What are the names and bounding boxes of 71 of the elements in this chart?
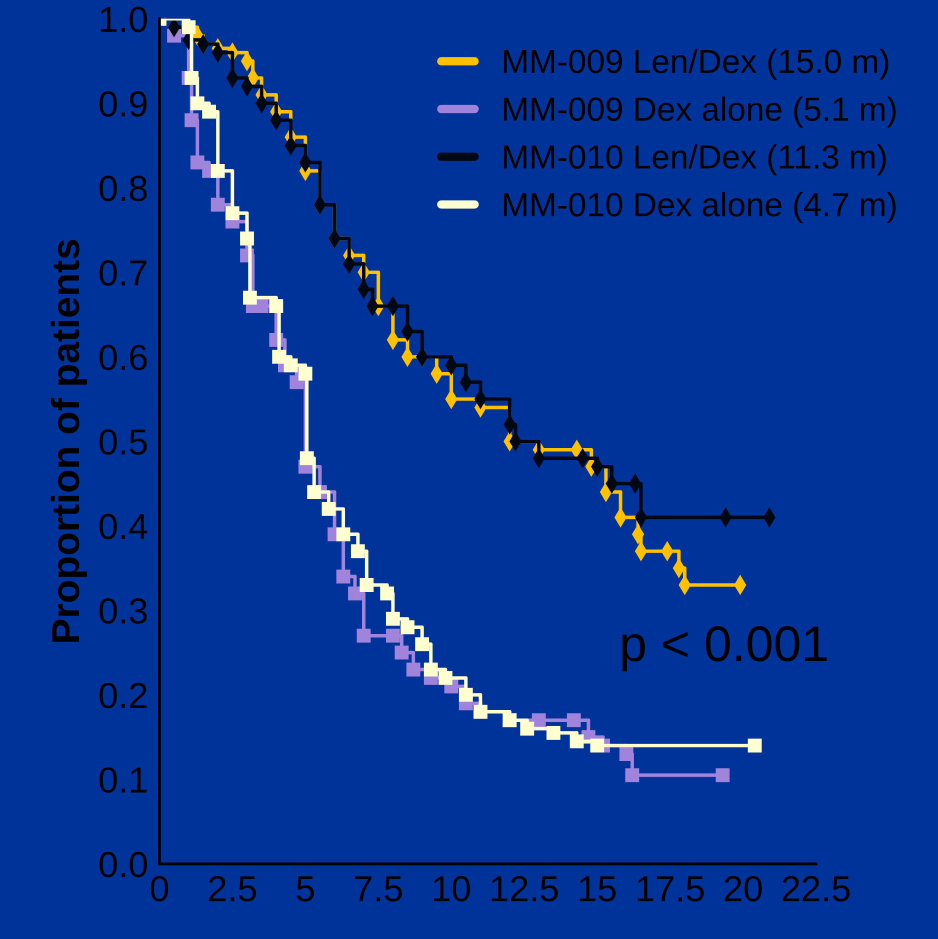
x-tick-label: 17.5 [638,876,704,902]
point [348,586,362,600]
point [272,350,286,364]
point [336,527,350,542]
x-tick-label: 2.5 [209,876,256,902]
point [424,662,438,676]
point [566,713,581,728]
y-tick-label: 0.2 [100,682,147,708]
y-tick-label: 0.1 [100,767,147,793]
point [386,628,400,643]
point [225,206,240,220]
legend-label: MM-010 Dex alone (4.7 m) [504,192,896,224]
annotation: p < 0.001 [622,626,827,672]
point [240,232,254,246]
x-tick-label: 12.5 [492,876,558,902]
point [184,70,199,85]
point [400,620,414,634]
point [532,713,546,728]
point [284,358,298,372]
point [438,671,452,685]
point [242,290,257,305]
x-tick-label: 5 [296,876,314,902]
point [350,544,365,558]
point [210,164,225,178]
legend-label: MM-009 Dex alone (5.1 m) [504,96,896,128]
point [406,662,420,676]
point [458,688,473,702]
y-tick-label: 0.0 [100,852,147,878]
y-tick-label: 0.7 [100,260,147,286]
point [386,612,400,626]
point [748,738,762,753]
x-tick-label: 7.5 [355,876,402,902]
x-tick-label: 10 [434,876,470,902]
point [210,198,225,212]
point [415,637,430,652]
legend-label: MM-009 Len/Dex (15.0 m) [504,48,888,80]
legend-label: MM-010 Len/Dex (11.3 m) [504,144,886,176]
x-tick-label: 20 [724,876,762,902]
point [182,20,196,34]
point [520,722,534,736]
point [190,156,204,170]
point [380,586,394,600]
point [356,628,371,643]
x-tick-label: 15 [580,876,616,902]
point [570,734,584,748]
point [322,502,336,516]
point [619,747,634,761]
point [360,578,374,592]
point [394,646,409,660]
y-tick-label: 0.5 [100,429,147,455]
y-tick-label: 1.0 [100,6,147,32]
point [546,726,560,740]
point [202,104,216,119]
point [184,113,199,128]
y-tick-label: 0.3 [100,598,147,624]
y-axis-title: Proportion of patients [50,240,88,642]
point [625,768,640,782]
x-tick-label: 0 [150,876,168,902]
point [336,570,350,584]
point [716,768,730,782]
y-tick-label: 0.9 [100,91,147,117]
y-tick-label: 0.4 [100,514,148,540]
point [298,366,312,381]
point [190,96,204,110]
y-tick-label: 0.6 [100,344,147,370]
point [300,451,314,466]
point [269,299,284,314]
point [590,738,604,753]
y-tick-label: 0.8 [100,176,147,202]
x-tick-label: 22.5 [782,876,850,902]
point [307,485,322,499]
